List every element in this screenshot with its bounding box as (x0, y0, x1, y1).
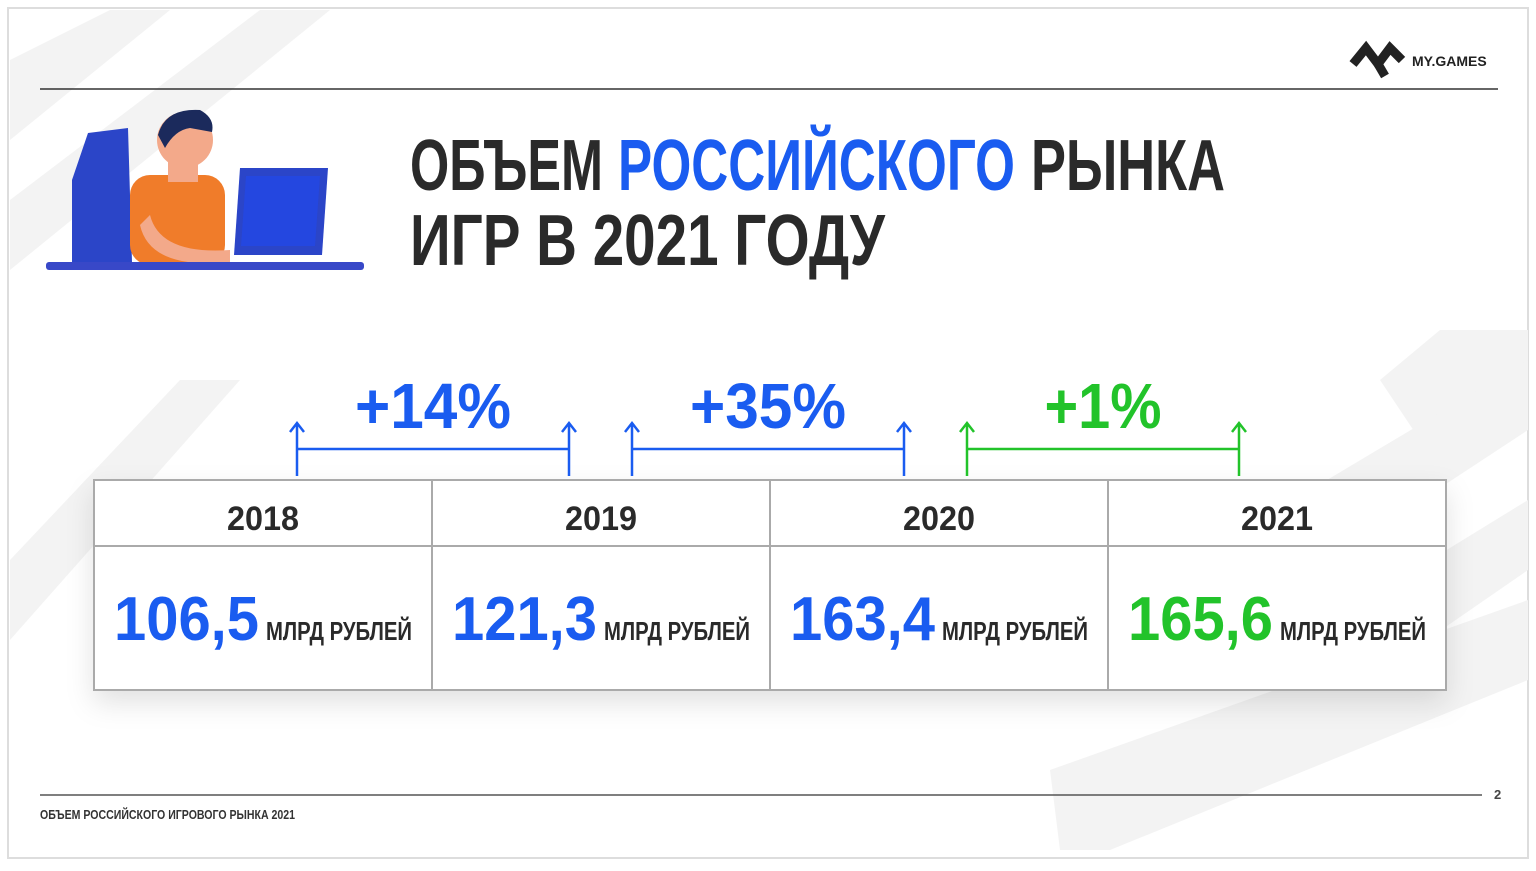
footer-text: ОБЪЕМ РОССИЙСКОГО ИГРОВОГО РЫНКА 2021 (40, 807, 295, 822)
growth-bracket (624, 420, 912, 476)
year: 2019 (565, 500, 637, 538)
table-grid (93, 479, 1447, 691)
growth-label: +14% (355, 370, 511, 442)
value: 106,5 (114, 585, 259, 654)
title-word: РЫНКА (1031, 126, 1225, 206)
growth-label: +35% (690, 370, 846, 442)
unit: МЛРД РУБЛЕЙ (942, 616, 1088, 646)
growth-bracket (289, 420, 577, 476)
year: 2018 (227, 500, 299, 538)
logo-text: MY.GAMES (1412, 53, 1487, 69)
value: 165,6 (1128, 585, 1273, 654)
year: 2021 (1241, 500, 1313, 538)
year: 2020 (903, 500, 975, 538)
value: 121,3 (452, 585, 597, 654)
unit: МЛРД РУБЛЕЙ (1280, 616, 1426, 646)
growth-label: +1% (1045, 370, 1162, 442)
title-word: РОССИЙСКОГО (618, 124, 1015, 206)
illustration (46, 109, 364, 270)
title-line2: ИГР В 2021 ГОДУ (410, 201, 886, 281)
unit: МЛРД РУБЛЕЙ (604, 616, 750, 646)
page-number: 2 (1494, 787, 1501, 802)
value: 163,4 (790, 585, 935, 654)
growth-bracket (959, 420, 1247, 476)
title-word: ОБЪЕМ (410, 126, 603, 206)
logo-icon (1349, 40, 1406, 79)
unit: МЛРД РУБЛЕЙ (266, 616, 412, 646)
